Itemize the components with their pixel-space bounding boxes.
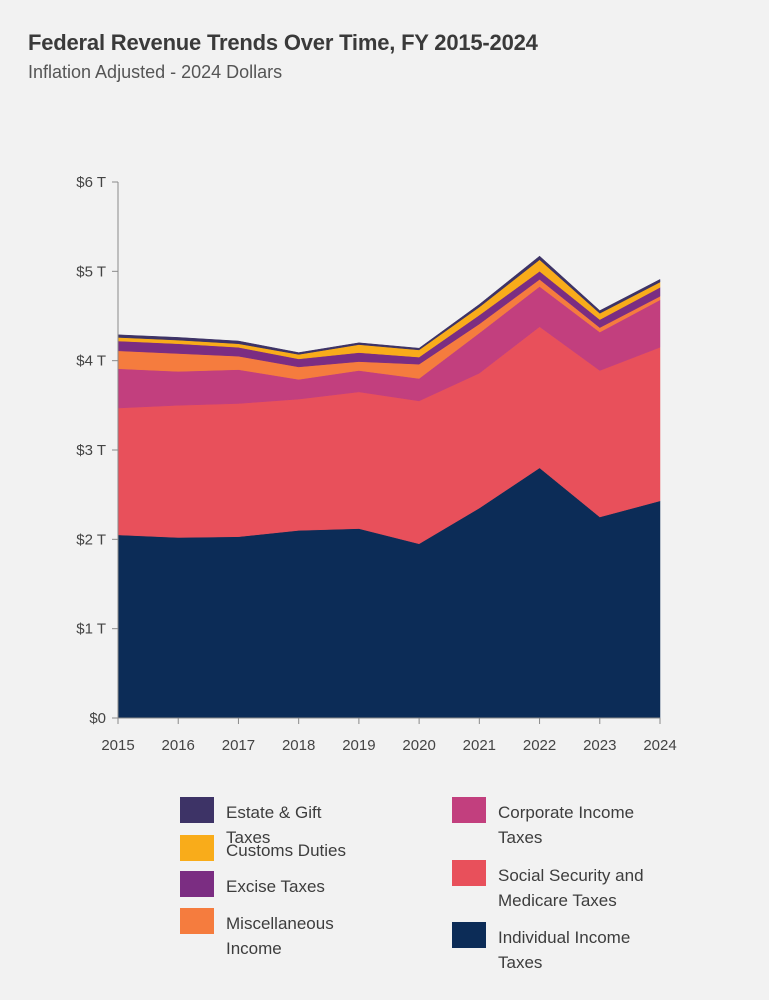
x-tick-label: 2024 [643,737,676,754]
x-tick-label: 2015 [101,737,134,754]
legend-label: Miscellaneous Income [226,914,334,958]
y-tick-label: $2 T [76,531,106,548]
legend-swatch [452,797,486,823]
legend-label: Individual Income Taxes [498,928,631,972]
stacked-area-chart: $0 $1 T $2 T $3 T $4 T $5 T $6 T 2015 2016 2017 20… [76,174,676,754]
chart-subtitle: Inflation Adjusted - 2024 Dollars [28,62,283,82]
area-estate-gift-taxes [117,255,661,355]
legend-swatch [180,835,214,861]
chart-title: Federal Revenue Trends Over Time, FY 201… [28,30,538,55]
legend-label: Excise Taxes [226,877,325,896]
y-tick-label: $1 T [76,621,106,638]
legend-swatch [180,797,214,823]
x-tick-label: 2020 [402,737,435,754]
legend-label: Customs Duties [226,841,346,860]
area-layers [117,255,661,719]
axes: $0 $1 T $2 T $3 T $4 T $5 T $6 T 2015 2016 2017 20… [76,174,676,754]
x-tick-label: 2019 [342,737,375,754]
x-tick-label: 2022 [523,737,556,754]
x-tick-label: 2017 [222,737,255,754]
x-tick-label: 2018 [282,737,315,754]
y-tick-label: $4 T [76,353,106,370]
legend-label: Social Security and Medicare Taxes [498,866,644,910]
x-tick-label: 2023 [583,737,616,754]
legend-swatch [180,908,214,934]
y-tick-label: $3 T [76,442,106,459]
legend-swatch [452,860,486,886]
x-tick-label: 2016 [162,737,195,754]
x-tick-label: 2021 [463,737,496,754]
legend-swatch [180,871,214,897]
y-tick-label: $6 T [76,174,106,191]
legend-swatch [452,922,486,948]
chart-legend: Estate & Gift Taxes Customs Duties Excis… [180,795,700,985]
legend-label: Corporate Income Taxes [498,803,635,847]
y-tick-label: $5 T [76,263,106,280]
legend-label: Estate & Gift Taxes [226,803,322,847]
y-tick-label: $0 [89,710,106,727]
